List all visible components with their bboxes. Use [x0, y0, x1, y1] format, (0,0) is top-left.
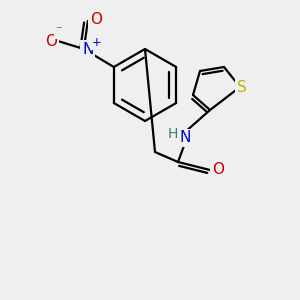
Text: O: O	[45, 34, 57, 49]
Text: O: O	[212, 163, 224, 178]
Text: O: O	[90, 11, 102, 26]
Text: ⁻: ⁻	[56, 25, 62, 38]
Text: N: N	[179, 130, 191, 146]
Text: H: H	[168, 127, 178, 141]
Text: S: S	[237, 80, 247, 94]
Text: +: +	[92, 35, 102, 49]
Text: N: N	[82, 41, 94, 56]
